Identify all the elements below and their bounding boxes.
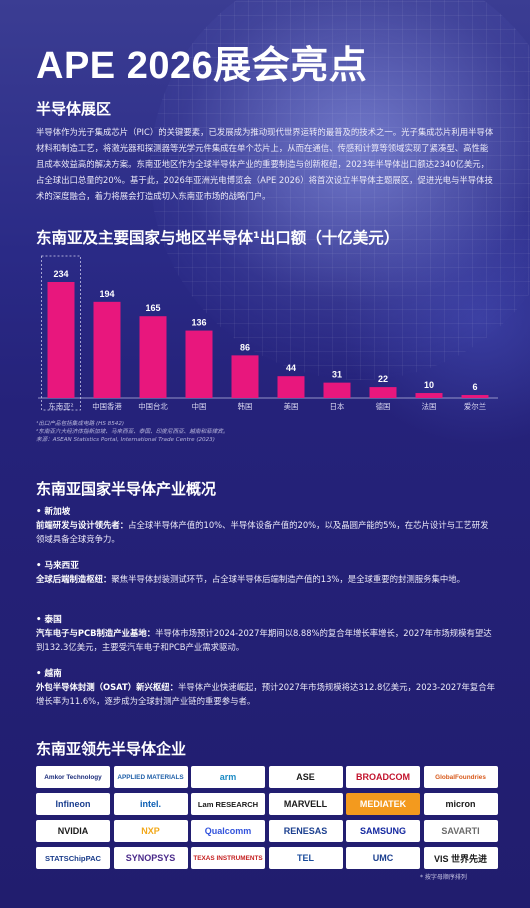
country-description: 前端研发与设计领先者：占全球半导体产值的10%、半导体设备产值的20%，以及晶圆… xyxy=(36,518,496,546)
category-label: 中国台北 xyxy=(138,402,168,411)
sea-overview-heading: 东南亚国家半导体产业概况 xyxy=(36,480,217,498)
company-logo: SYNOPSYS xyxy=(113,847,188,869)
company-logo: UMC xyxy=(346,847,420,869)
company-logo: VIS 世界先进 xyxy=(423,847,498,869)
category-label: 中国 xyxy=(192,402,207,411)
company-logo: SAVARTI xyxy=(423,820,498,842)
category-label: 东南亚² xyxy=(48,402,73,411)
category-label: 德国 xyxy=(376,402,391,411)
category-label: 法国 xyxy=(422,402,437,411)
company-logo: BROADCOM xyxy=(346,766,420,788)
bar xyxy=(47,282,75,398)
bar xyxy=(139,316,167,398)
category-label: 美国 xyxy=(284,402,299,411)
company-logo: TEL xyxy=(268,847,343,869)
company-logo: Amkor Technology xyxy=(36,766,110,788)
country-description: 外包半导体封测（OSAT）新兴枢纽：半导体产业快速崛起，预计2027年市场规模将… xyxy=(36,680,496,708)
semiconductor-intro-paragraph: 半导体作为光子集成芯片（PIC）的关键要素，已发展成为推动现代世界运转的最普及的… xyxy=(36,127,494,201)
company-logo: micron xyxy=(423,793,498,815)
chart-title: 东南亚及主要国家与地区半导体¹出口额（十亿美元） xyxy=(36,229,400,247)
bar-value-label: 44 xyxy=(286,363,296,373)
country-name: • 新加坡 xyxy=(36,507,71,517)
alphabetical-order-note: * 按字母顺序排列 xyxy=(420,874,467,881)
bar xyxy=(277,376,305,398)
category-label: 爱尔兰 xyxy=(464,402,486,411)
country-block-vietnam: • 越南 外包半导体封测（OSAT）新兴枢纽：半导体产业快速崛起，预计2027年… xyxy=(36,668,496,708)
chart-notes: ¹出口产品包括集成电路 (HS 8542) ²东南亚六大经济体指新加坡、马来西亚… xyxy=(36,420,506,444)
bar-value-label: 22 xyxy=(378,374,388,384)
company-logo: APPLIED MATERIALS xyxy=(113,766,188,788)
bar xyxy=(323,382,351,398)
bar xyxy=(93,301,121,398)
country-lead: 前端研发与设计领先者： xyxy=(36,520,129,530)
company-logo: TEXAS INSTRUMENTS xyxy=(191,847,265,869)
country-name: • 马来西亚 xyxy=(36,561,79,571)
country-text: 半导体市场预计2024-2027年期间以8.88%的复合年增长率增长，2027年… xyxy=(36,628,492,652)
country-text: 半导体产业快速崛起，预计2027年市场规模将达312.8亿美元，2023-202… xyxy=(36,682,496,706)
bar-value-label: 136 xyxy=(191,318,206,328)
bar-value-label: 31 xyxy=(332,370,342,380)
chart-note-2: ²东南亚六大经济体指新加坡、马来西亚、泰国、印度尼西亚、越南和菲律宾。 xyxy=(36,429,229,435)
chart-note-1: ¹出口产品包括集成电路 (HS 8542) xyxy=(36,421,125,427)
page-title: APE 2026展会亮点 xyxy=(36,45,368,87)
bar-value-label: 234 xyxy=(53,269,68,279)
country-text: 聚焦半导体封装测试环节，占全球半导体后端制造产值的13%，是全球重要的封测服务集… xyxy=(111,574,465,584)
bar xyxy=(415,393,443,398)
highlight-box xyxy=(41,255,81,411)
chart-source: 来源：ASEAN Statistics Portal, Internationa… xyxy=(36,437,215,443)
company-logo: SAMSUNG xyxy=(346,820,420,842)
country-name: • 越南 xyxy=(36,669,62,679)
country-lead: 汽车电子与PCB制造产业基地： xyxy=(36,628,156,638)
bar xyxy=(231,355,259,398)
country-description: 全球后端制造枢纽：聚焦半导体封装测试环节，占全球半导体后端制造产值的13%，是全… xyxy=(36,572,496,586)
company-logo: NXP xyxy=(113,820,188,842)
company-logo: MARVELL xyxy=(268,793,343,815)
semiconductor-section-heading: 半导体展区 xyxy=(36,100,112,118)
wafer-background-image xyxy=(150,0,530,380)
bar xyxy=(185,330,213,398)
company-logo: Qualcomm xyxy=(191,820,265,842)
country-name: • 泰国 xyxy=(36,615,62,625)
bar-value-label: 6 xyxy=(472,382,477,392)
company-logo: STATSChipPAC xyxy=(36,847,110,869)
category-label: 日本 xyxy=(330,402,345,411)
bar-value-label: 165 xyxy=(145,303,160,313)
country-block-singapore: • 新加坡 前端研发与设计领先者：占全球半导体产值的10%、半导体设备产值的20… xyxy=(36,506,496,546)
bar-value-label: 194 xyxy=(99,289,114,299)
company-logo: Infineon xyxy=(36,793,110,815)
company-logo: NVIDIA xyxy=(36,820,110,842)
company-logo: arm xyxy=(191,766,265,788)
leading-companies-heading: 东南亚领先半导体企业 xyxy=(36,740,187,758)
country-description: 汽车电子与PCB制造产业基地：半导体市场预计2024-2027年期间以8.88%… xyxy=(36,626,496,654)
company-logo: Lam RESEARCH xyxy=(191,793,265,815)
bar-value-label: 86 xyxy=(240,342,250,352)
bar xyxy=(369,387,397,398)
company-logo: intel. xyxy=(113,793,188,815)
company-logo: ASE xyxy=(268,766,343,788)
company-logo-grid: Amkor Technology APPLIED MATERIALS arm ASE B… xyxy=(36,766,498,869)
bar-value-label: 10 xyxy=(424,380,434,390)
company-logo: GlobalFoundries xyxy=(423,766,498,788)
company-logo: RENESAS xyxy=(268,820,343,842)
country-lead: 外包半导体封测（OSAT）新兴枢纽： xyxy=(36,682,178,692)
country-block-malaysia: • 马来西亚 全球后端制造枢纽：聚焦半导体封装测试环节，占全球半导体后端制造产值… xyxy=(36,560,496,586)
country-text: 占全球半导体产值的10%、半导体设备产值的20%，以及晶圆产能的5%，在芯片设计… xyxy=(36,520,489,544)
bar xyxy=(461,395,489,398)
category-label: 韩国 xyxy=(238,402,253,411)
country-lead: 全球后端制造枢纽： xyxy=(36,574,112,584)
category-label: 中国香港 xyxy=(92,402,122,411)
country-block-thailand: • 泰国 汽车电子与PCB制造产业基地：半导体市场预计2024-2027年期间以… xyxy=(36,614,496,654)
export-bar-chart: 234 东南亚² 194 中国香港 165 中国台北 136 中国 86 韩国 44 美国 31 日本 22… xyxy=(38,255,498,411)
company-logo: MEDIATEK xyxy=(346,793,420,815)
